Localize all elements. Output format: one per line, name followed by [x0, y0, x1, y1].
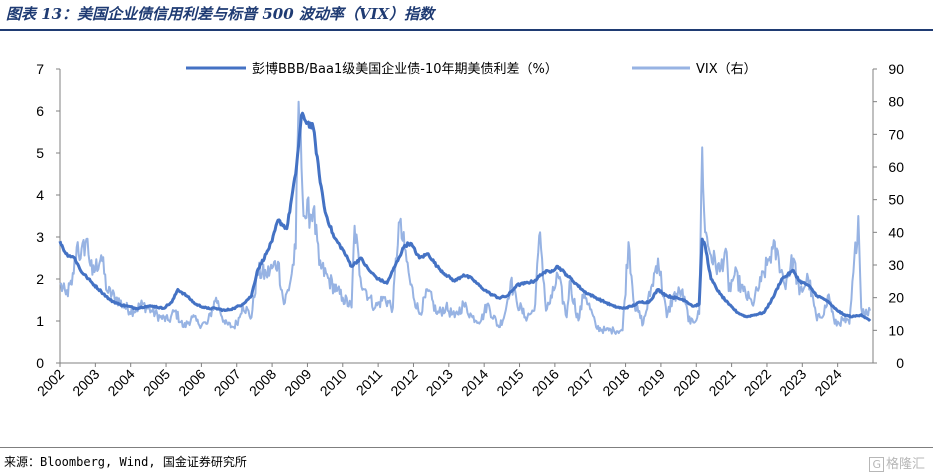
x-tick-label: 2005 [140, 366, 173, 399]
y-right-tick-label: 30 [888, 257, 904, 273]
y-right-tick-label: 50 [888, 192, 904, 208]
y-right-tick-label: 40 [888, 224, 904, 240]
x-tick-label: 2011 [353, 366, 386, 399]
x-tick-label: 2022 [741, 366, 774, 399]
y-right-tick-label: 80 [888, 94, 904, 110]
y-right-tick-label: 90 [888, 61, 904, 77]
chart-title: 图表 13：美国企业债信用利差与标普 500 波动率（VIX）指数 [6, 5, 435, 23]
y-left-tick-label: 6 [36, 103, 44, 119]
x-tick-label: 2012 [387, 366, 420, 399]
x-tick-label: 2004 [104, 366, 137, 399]
watermark-text: 格隆汇 [885, 457, 925, 472]
footer-divider [0, 447, 933, 448]
x-tick-label: 2019 [635, 366, 668, 399]
series-line [58, 111, 872, 323]
legend-label-vix: VIX（右） [696, 62, 757, 77]
x-tick-label: 2009 [281, 366, 314, 399]
y-right-tick-label: 10 [888, 322, 904, 338]
y-left-tick-label: 1 [36, 313, 44, 329]
y-left-tick-label: 0 [36, 355, 44, 371]
x-tick-label: 2013 [423, 366, 456, 399]
x-tick-label: 2017 [564, 366, 597, 399]
y-right-tick-label: 60 [888, 159, 904, 175]
y-left-tick-label: 3 [36, 229, 44, 245]
watermark-badge: G [869, 457, 884, 472]
y-left-tick-label: 2 [36, 271, 44, 287]
legend-label-spread: 彭博BBB/Baa1级美国企业债-10年期美债利差（%） [252, 61, 558, 77]
x-tick-label: 2020 [670, 366, 703, 399]
y-right-tick-label: 0 [896, 355, 904, 371]
legend: 彭博BBB/Baa1级美国企业债-10年期美债利差（%） VIX（右） [186, 61, 757, 77]
spread-series [58, 111, 872, 323]
x-tick-label: 2018 [599, 366, 632, 399]
x-tick-label: 2010 [317, 366, 350, 399]
y-right-tick-label: 70 [888, 126, 904, 142]
y-right-tick-label: 20 [888, 290, 904, 306]
x-tick-label: 2014 [458, 366, 491, 399]
x-tick-label: 2006 [175, 366, 208, 399]
x-tick-label: 2024 [811, 366, 844, 399]
watermark: G 格隆汇 [869, 453, 925, 472]
series-line [59, 100, 872, 335]
x-tick-label: 2015 [493, 366, 526, 399]
vix-series [59, 100, 872, 335]
x-tick-label: 2008 [246, 366, 279, 399]
source-note: 来源：Bloomberg, Wind, 国金证券研究所 [4, 455, 247, 469]
y-left-tick-label: 5 [36, 145, 44, 161]
x-tick-label: 2007 [211, 366, 244, 399]
x-tick-label: 2021 [705, 366, 738, 399]
y-left-tick-label: 4 [36, 187, 44, 203]
x-tick-label: 2016 [529, 366, 562, 399]
x-tick-label: 2023 [776, 366, 809, 399]
x-tick-label: 2003 [69, 366, 102, 399]
title-divider [0, 29, 933, 31]
y-left-tick-label: 7 [36, 61, 44, 77]
